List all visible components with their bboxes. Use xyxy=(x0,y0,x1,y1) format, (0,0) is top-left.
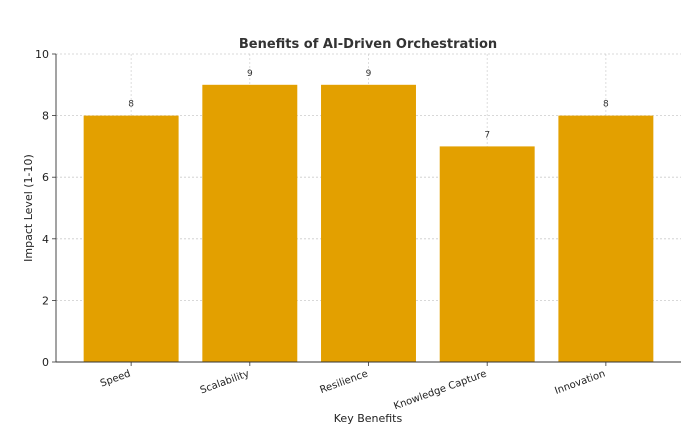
y-tick-label: 6 xyxy=(42,171,49,184)
bar xyxy=(439,146,535,362)
data-label: 7 xyxy=(484,130,490,140)
y-tick-label: 8 xyxy=(42,110,49,123)
bar xyxy=(558,115,654,362)
x-tick-label: Scalability xyxy=(199,368,251,396)
y-tick-label: 10 xyxy=(35,48,49,61)
x-tick-label: Resilience xyxy=(318,368,369,396)
y-tick-label: 0 xyxy=(42,356,49,369)
x-tick-label: Innovation xyxy=(553,368,607,396)
data-label: 9 xyxy=(366,69,372,79)
data-label: 9 xyxy=(247,69,253,79)
y-tick-label: 4 xyxy=(42,233,49,246)
y-axis-label: Impact Level (1-10) xyxy=(22,154,35,262)
bar xyxy=(321,84,416,363)
x-axis-label: Key Benefits xyxy=(334,412,403,425)
data-label: 8 xyxy=(603,100,609,110)
chart-title: Benefits of AI-Driven Orchestration xyxy=(239,37,497,52)
x-tick-label: Speed xyxy=(99,368,132,389)
bars xyxy=(83,84,654,363)
y-tick-label: 2 xyxy=(42,294,49,307)
bar xyxy=(83,115,179,362)
bar xyxy=(202,84,298,363)
data-label: 8 xyxy=(128,100,134,110)
x-tick-label: Knowledge Capture xyxy=(392,368,488,412)
